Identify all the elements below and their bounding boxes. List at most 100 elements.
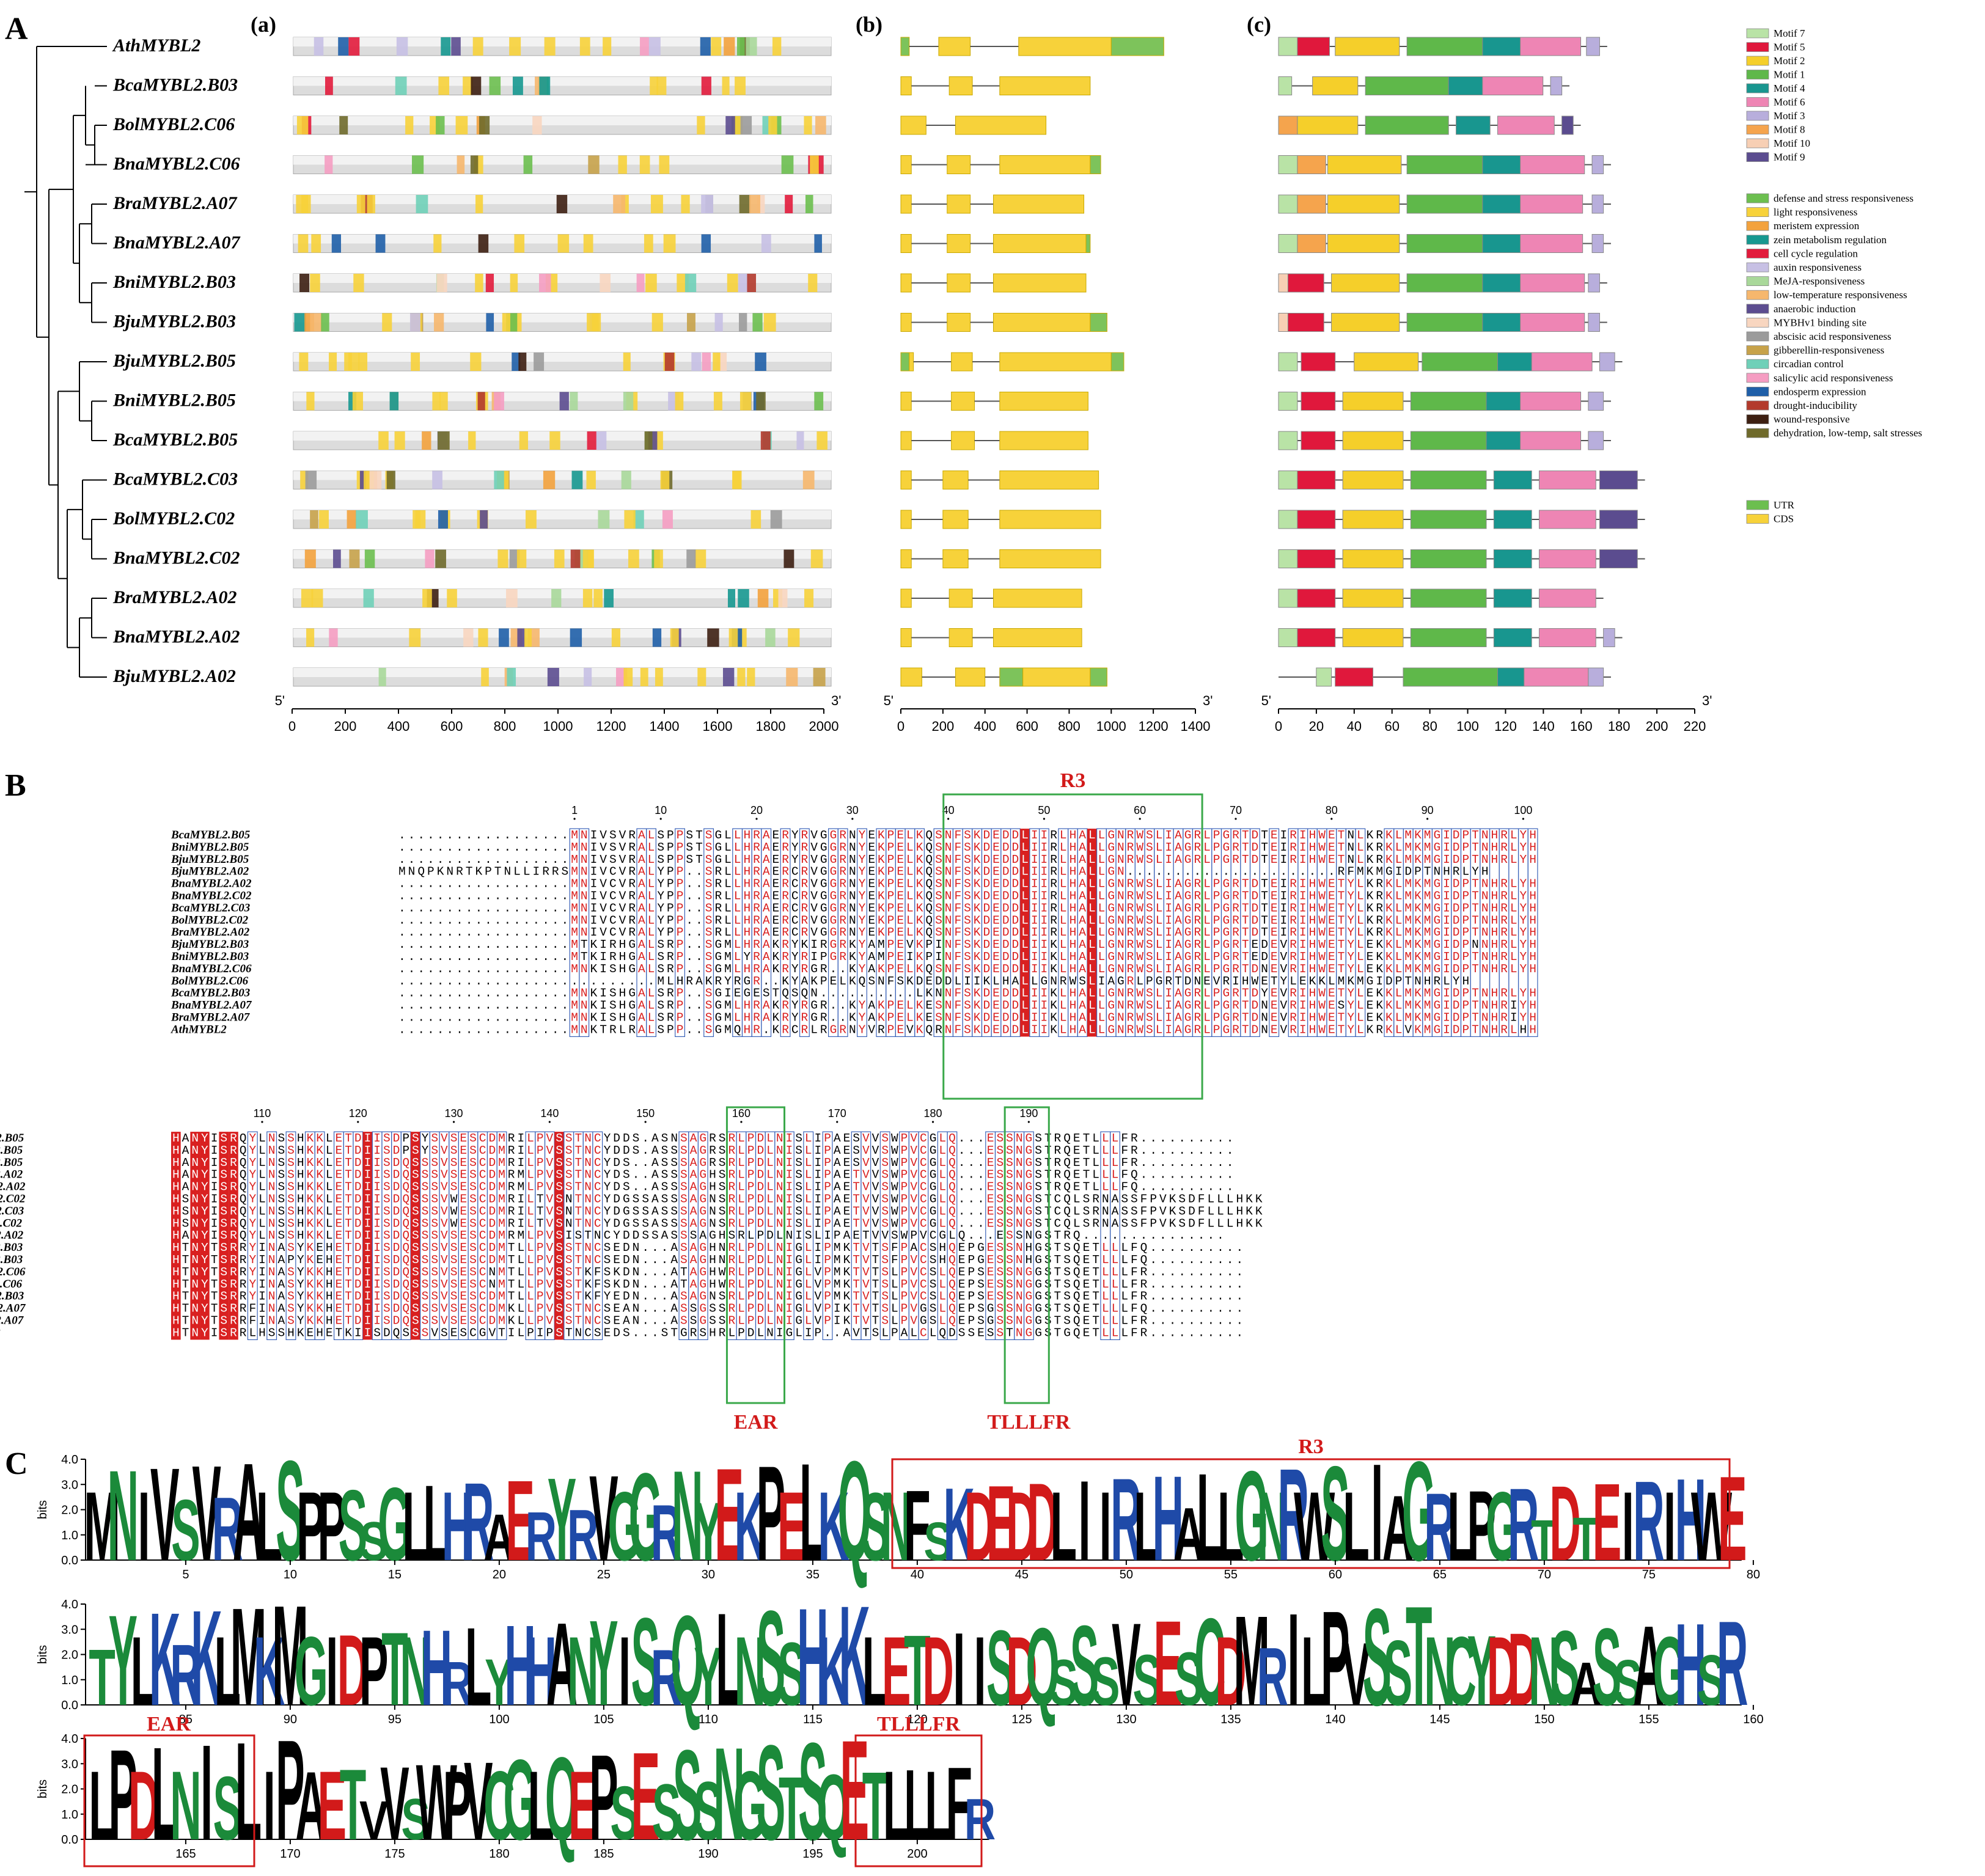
logo-letter: L	[862, 1618, 889, 1726]
motif-box	[1297, 549, 1336, 568]
logo-x-tick-label: 150	[1534, 1713, 1554, 1726]
logo-letter: I	[1079, 1457, 1091, 1585]
motif-box	[1278, 510, 1298, 529]
cis-element	[611, 628, 620, 647]
similar-column	[703, 828, 714, 1037]
conserved-column	[554, 1132, 564, 1340]
gene-label: BnaMYBL2.C06	[112, 154, 240, 174]
alignment-seq-name: BnaMYBL2.A02	[171, 878, 252, 890]
logo-letter: R	[212, 1478, 243, 1580]
promoter-bar-highlight	[293, 353, 831, 362]
cis-element	[301, 589, 314, 607]
logo-letter: N	[400, 1618, 431, 1726]
cis-element	[304, 549, 316, 568]
logo-x-tick-label: 60	[1329, 1568, 1342, 1581]
utr	[1090, 667, 1107, 687]
motif-box	[1406, 155, 1483, 174]
cis-element	[761, 234, 771, 253]
logo-letter: N	[108, 1444, 139, 1588]
logo-x-tick-label: 195	[802, 1847, 823, 1861]
cds	[900, 471, 912, 489]
cis-element	[687, 313, 695, 332]
logo-letter: Y	[589, 1595, 618, 1731]
legend-label: Motif 3	[1774, 110, 1805, 122]
logo-letter: D	[1549, 1464, 1580, 1583]
logo-y-tick-label: 2.0	[61, 1783, 78, 1797]
cis-element	[644, 431, 653, 450]
logo-letter: A	[1571, 1650, 1602, 1718]
logo-letter: V	[1341, 1625, 1371, 1724]
logo-letter: Y	[548, 1453, 577, 1585]
legend-swatch	[1746, 193, 1769, 203]
cds	[993, 313, 1091, 332]
similar-column	[697, 1131, 708, 1340]
cis-element	[582, 589, 593, 607]
alignment-seq-name: BcaMYBL2.B03	[0, 1290, 24, 1303]
alignment-block-2: BcaMYBL2.B05 HANYISRQYLNSSHKKLETDIISDPSYS…	[0, 1106, 1263, 1434]
cds	[942, 471, 969, 489]
motif-box	[1486, 431, 1521, 450]
cds	[955, 667, 986, 687]
logo-x-tick-label: 200	[907, 1847, 927, 1861]
cis-element	[463, 628, 474, 647]
motif-box	[1520, 155, 1585, 174]
cis-element	[514, 234, 525, 253]
cis-element	[311, 234, 321, 253]
cis-element	[494, 392, 504, 411]
alignment-seq-name: BjuMYBL2.B05	[171, 853, 249, 866]
gene-label: BraMYBL2.A02	[112, 587, 237, 607]
cds	[999, 510, 1101, 529]
gene-label: BjuMYBL2.A02	[112, 666, 236, 686]
axis-tick-label: 200	[931, 719, 954, 734]
logo-x-tick-label: 15	[388, 1568, 402, 1581]
logo-y-tick-label: 0.0	[61, 1554, 78, 1567]
conserved-motifs	[1278, 37, 1645, 687]
promoter-bar-highlight	[293, 274, 831, 283]
motif-box	[1520, 273, 1585, 293]
cis-element	[331, 234, 341, 253]
cis-element	[701, 195, 713, 213]
cis-element	[478, 628, 488, 647]
logo-y-tick-label: 1.0	[61, 1529, 78, 1542]
motif-box	[1482, 76, 1544, 95]
cis-element	[507, 668, 516, 686]
cis-element	[375, 234, 386, 253]
logo-letter: L	[256, 1473, 283, 1581]
logo-tlllfr-label: TLLLFR	[877, 1713, 960, 1735]
cis-element	[604, 589, 614, 607]
logo-x-tick-label: 5	[182, 1568, 189, 1581]
logo-letter: L	[1134, 1473, 1161, 1581]
cis-element	[655, 668, 663, 686]
legend-swatch	[1746, 70, 1769, 79]
motif-box	[1410, 471, 1487, 489]
motif-box	[1482, 37, 1521, 56]
similar-column	[857, 828, 867, 1037]
cis-element	[624, 510, 636, 529]
gene-label: AthMYBL2	[112, 35, 200, 56]
logo-letter: R	[526, 1498, 557, 1575]
logo-letter: E	[568, 1752, 598, 1861]
motif-box	[1482, 155, 1521, 174]
logo-letter: L	[465, 1605, 492, 1729]
motif-box	[1331, 313, 1400, 332]
cis-element	[455, 116, 468, 134]
similar-column	[579, 828, 590, 1037]
logo-x-tick-label: 120	[907, 1713, 927, 1726]
cis-element	[489, 76, 501, 95]
conserved-column	[1020, 829, 1030, 1037]
cis-element	[650, 195, 663, 213]
cds	[942, 549, 969, 568]
motif-box	[1297, 155, 1326, 174]
cis-element	[532, 116, 542, 134]
cis-element	[551, 589, 562, 607]
alignment-column-dot	[548, 1121, 551, 1123]
alignment-seq-name: BjuMYBL2.A02	[0, 1168, 23, 1181]
axis-tick-label: 0	[288, 719, 296, 734]
cis-element	[494, 471, 504, 489]
alignment-column-number: 40	[942, 804, 955, 816]
similar-column	[918, 1131, 929, 1340]
motif-box	[1278, 37, 1298, 56]
cis-element	[519, 431, 529, 450]
legend-label: MYBHv1 binding site	[1774, 317, 1866, 328]
